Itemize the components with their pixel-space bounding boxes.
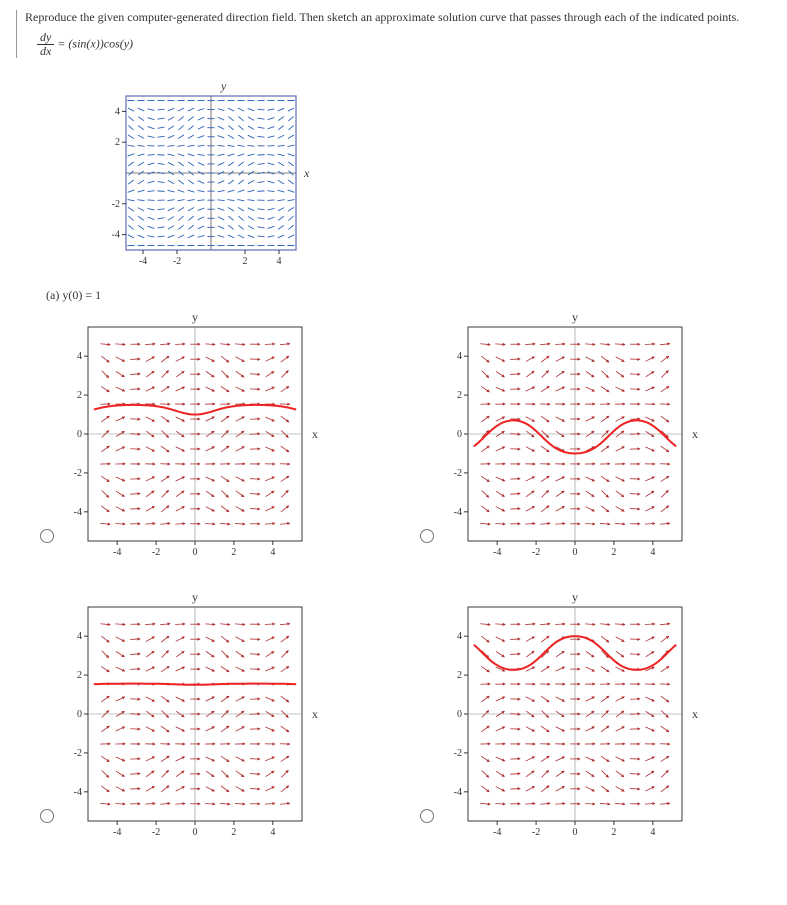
radio-option-4[interactable] [420, 809, 434, 823]
svg-text:-4: -4 [74, 787, 82, 798]
svg-text:2: 2 [457, 390, 462, 401]
svg-text:2: 2 [457, 670, 462, 681]
svg-text:2: 2 [611, 547, 616, 558]
svg-text:0: 0 [193, 827, 198, 838]
answer-plot-2: -4 -2 0 2 4 -4 -2 0 2 4 y x [440, 307, 700, 567]
svg-text:y: y [220, 79, 227, 93]
answer-plot-4: -4 -2 0 2 4 -4 -2 0 2 4 y x [440, 587, 700, 847]
svg-text:y: y [572, 310, 578, 324]
problem-statement: Reproduce the given computer-generated d… [16, 10, 771, 58]
svg-text:y: y [572, 590, 578, 604]
svg-text:4: 4 [77, 632, 82, 643]
svg-text:0: 0 [573, 827, 578, 838]
svg-text:-4: -4 [74, 507, 82, 518]
svg-text:-2: -2 [74, 748, 82, 759]
svg-text:2: 2 [243, 256, 248, 267]
svg-text:x: x [692, 427, 698, 441]
svg-text:-2: -2 [532, 547, 540, 558]
svg-text:-2: -2 [74, 468, 82, 479]
svg-text:0: 0 [77, 709, 82, 720]
equation: dy dx = (sin(x))cos(y) [25, 31, 771, 58]
svg-text:-4: -4 [454, 787, 462, 798]
answer-plot-3: -4 -2 0 2 4 -4 -2 0 2 4 y x [60, 587, 320, 847]
svg-text:-2: -2 [152, 547, 160, 558]
svg-text:-2: -2 [112, 199, 120, 210]
svg-text:4: 4 [650, 827, 655, 838]
svg-text:x: x [303, 166, 310, 180]
svg-text:4: 4 [77, 352, 82, 363]
radio-option-1[interactable] [40, 529, 54, 543]
svg-text:-4: -4 [493, 827, 501, 838]
svg-text:-2: -2 [454, 748, 462, 759]
svg-text:2: 2 [611, 827, 616, 838]
given-direction-field: -4 -2 2 4 -4 -2 2 4 y x [96, 76, 771, 280]
direction-field-plot: -4 -2 2 4 -4 -2 2 4 y x [96, 76, 316, 276]
svg-text:2: 2 [231, 827, 236, 838]
svg-text:4: 4 [270, 827, 275, 838]
svg-text:x: x [312, 707, 318, 721]
svg-text:4: 4 [457, 632, 462, 643]
answer-choices: -4 -2 0 2 4 -4 -2 0 2 4 y x -4 -2 0 2 4 -4 -2 0 2 4 y x -4 -2 0 2… [40, 307, 771, 847]
svg-text:-4: -4 [454, 507, 462, 518]
svg-text:-2: -2 [532, 827, 540, 838]
svg-text:0: 0 [457, 709, 462, 720]
svg-text:-4: -4 [139, 256, 147, 267]
svg-text:0: 0 [193, 547, 198, 558]
svg-text:x: x [312, 427, 318, 441]
part-a-label: (a) y(0) = 1 [46, 288, 771, 303]
svg-text:4: 4 [277, 256, 282, 267]
svg-text:-4: -4 [493, 547, 501, 558]
svg-text:0: 0 [457, 429, 462, 440]
svg-text:y: y [192, 590, 198, 604]
radio-option-2[interactable] [420, 529, 434, 543]
svg-text:0: 0 [77, 429, 82, 440]
svg-text:4: 4 [650, 547, 655, 558]
answer-plot-1: -4 -2 0 2 4 -4 -2 0 2 4 y x [60, 307, 320, 567]
svg-text:-2: -2 [152, 827, 160, 838]
svg-text:0: 0 [573, 547, 578, 558]
svg-text:4: 4 [115, 107, 120, 118]
svg-text:4: 4 [457, 352, 462, 363]
prompt-text: Reproduce the given computer-generated d… [25, 10, 771, 25]
svg-text:2: 2 [115, 138, 120, 149]
radio-option-3[interactable] [40, 809, 54, 823]
svg-text:-2: -2 [173, 256, 181, 267]
svg-text:2: 2 [231, 547, 236, 558]
svg-text:x: x [692, 707, 698, 721]
svg-text:-4: -4 [113, 547, 121, 558]
svg-text:-2: -2 [454, 468, 462, 479]
svg-text:2: 2 [77, 390, 82, 401]
svg-text:y: y [192, 310, 198, 324]
svg-text:2: 2 [77, 670, 82, 681]
svg-text:-4: -4 [112, 230, 120, 241]
svg-text:-4: -4 [113, 827, 121, 838]
svg-text:4: 4 [270, 547, 275, 558]
